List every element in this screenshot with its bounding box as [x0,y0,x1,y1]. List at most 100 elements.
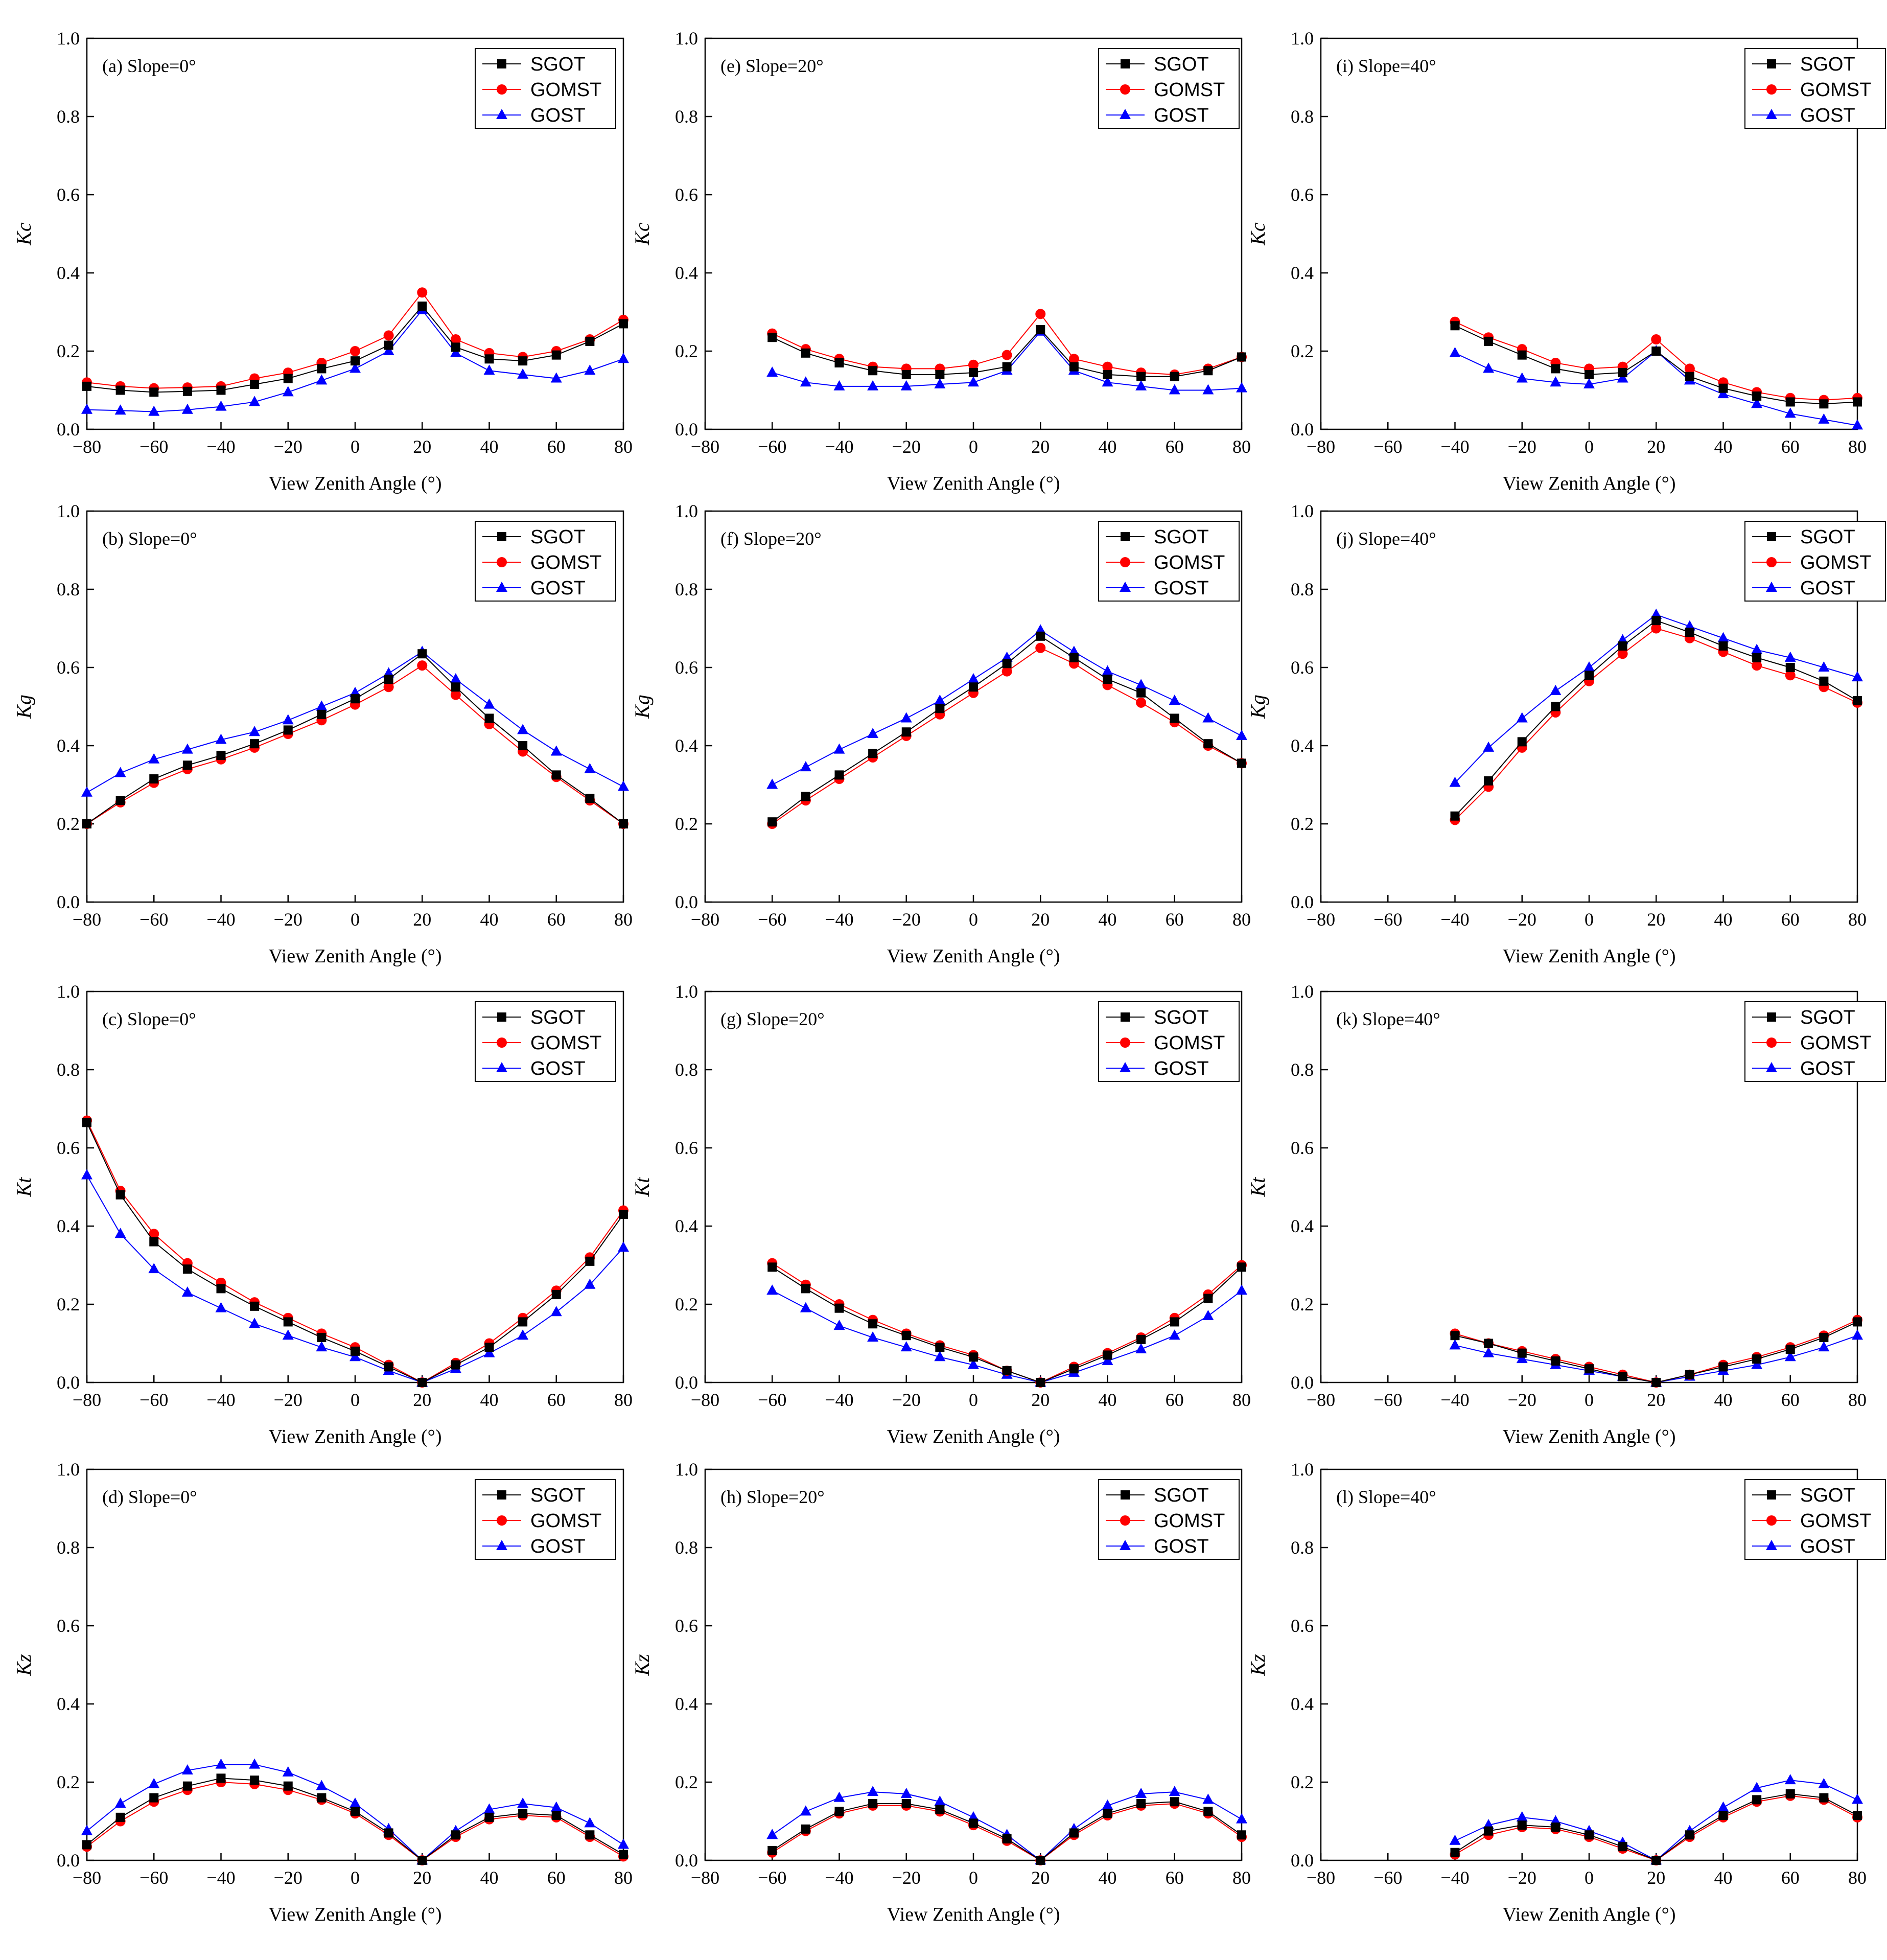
y-axis-label: Kc [631,222,654,246]
data-point [619,319,628,329]
legend: SGOT GOMST GOST [1098,48,1240,129]
data-point [1001,350,1012,360]
data-point [483,698,495,709]
data-point [1717,388,1729,399]
legend-marker [1766,1037,1777,1048]
data-point [316,700,328,711]
panel-title: (h) Slope=20° [720,1487,825,1507]
data-point [1449,347,1461,357]
data-point [1170,372,1179,381]
data-point [1853,397,1862,407]
data-point [250,739,260,749]
data-point [1102,376,1113,387]
data-point [1617,649,1628,659]
legend-marker [497,59,506,68]
legend-label: GOMST [530,1032,601,1054]
panel-f: −80 −60 −40 −20 0 20 40 60 80 0.0 0.2 0.4 0.6 0.8 1.0 K… [631,501,1251,967]
y-axis-label: Kc [1246,222,1269,246]
y-tick-label: 0.0 [57,1372,80,1393]
y-tick-label: 0.6 [57,185,80,205]
legend-label: GOST [1800,578,1855,599]
data-point [1450,811,1460,821]
data-point [834,1807,844,1816]
y-tick-label: 0.4 [675,1694,698,1714]
y-axis-label: Kz [12,1654,35,1676]
data-point [1583,661,1595,672]
panel-title: (a) Slope=0° [102,56,196,76]
y-axis-label: Kt [631,1177,654,1197]
legend-marker [1121,1490,1130,1500]
y-tick-label: 0.0 [57,419,80,440]
data-point [901,727,911,737]
legend-label: GOMST [530,1510,601,1532]
data-point [766,778,778,789]
legend-label: GOST [1154,578,1209,599]
series-line [1455,321,1858,401]
data-point [1136,1334,1146,1344]
x-tick-label: −40 [206,1390,235,1410]
x-tick-label: 40 [1714,436,1733,457]
legend-marker [1120,1062,1131,1072]
x-tick-label: 80 [1232,1867,1251,1888]
y-tick-label: 0.2 [675,1772,698,1792]
x-tick-label: 40 [480,436,499,457]
data-point [215,1302,227,1312]
data-point [1516,1811,1528,1821]
x-tick-label: 80 [1848,1390,1867,1410]
panel-title: (f) Slope=20° [720,528,822,549]
data-point [1203,366,1213,376]
legend-label: SGOT [1154,526,1209,548]
x-tick-label: −60 [1373,909,1402,930]
legend-label: GOST [1154,105,1209,126]
series-gost [1449,345,1863,430]
data-point [149,1229,159,1239]
data-point [1752,1795,1762,1805]
data-point [384,1828,393,1838]
data-point [249,726,261,736]
x-axis-label: View Zenith Angle (°) [887,946,1060,967]
data-point [585,794,595,803]
x-tick-label: 40 [480,1390,499,1410]
data-point [1618,368,1627,378]
y-tick-label: 0.0 [675,1372,698,1393]
data-point [868,749,878,758]
x-tick-label: −20 [274,909,302,930]
data-point [1819,1333,1829,1343]
data-point [1852,1329,1863,1340]
y-tick-label: 0.2 [675,1294,698,1315]
data-point [182,760,192,770]
legend-marker [1121,1012,1130,1022]
data-point [1136,688,1146,698]
y-tick-label: 0.8 [1291,579,1314,599]
data-point [1002,659,1012,668]
y-tick-label: 0.8 [1291,106,1314,127]
data-point [1169,384,1180,395]
y-tick-label: 1.0 [675,1459,698,1480]
legend-label: GOMST [530,552,601,573]
data-point [1752,391,1762,401]
data-point [216,1773,226,1783]
data-point [1819,399,1829,409]
legend-marker [1766,84,1777,95]
x-tick-label: −80 [1307,1390,1335,1410]
x-tick-label: 80 [1232,1390,1251,1410]
data-point [451,682,460,692]
data-point [182,386,192,396]
data-point [618,1838,629,1849]
data-point [767,1846,777,1855]
y-tick-label: 1.0 [1291,1459,1314,1480]
data-point [1752,1354,1762,1364]
data-point [550,1801,562,1812]
y-axis-label: Kz [631,1654,654,1676]
data-point [767,1262,777,1272]
y-tick-label: 0.8 [57,1537,80,1558]
data-point [1036,1378,1045,1387]
series-sgot [82,1118,628,1387]
legend-label: GOMST [1800,1510,1871,1532]
data-point [585,1830,595,1840]
y-tick-label: 0.0 [675,419,698,440]
data-point [969,368,978,378]
x-tick-label: −60 [1373,436,1402,457]
data-point [1483,741,1495,752]
x-tick-label: 20 [1031,1390,1050,1410]
